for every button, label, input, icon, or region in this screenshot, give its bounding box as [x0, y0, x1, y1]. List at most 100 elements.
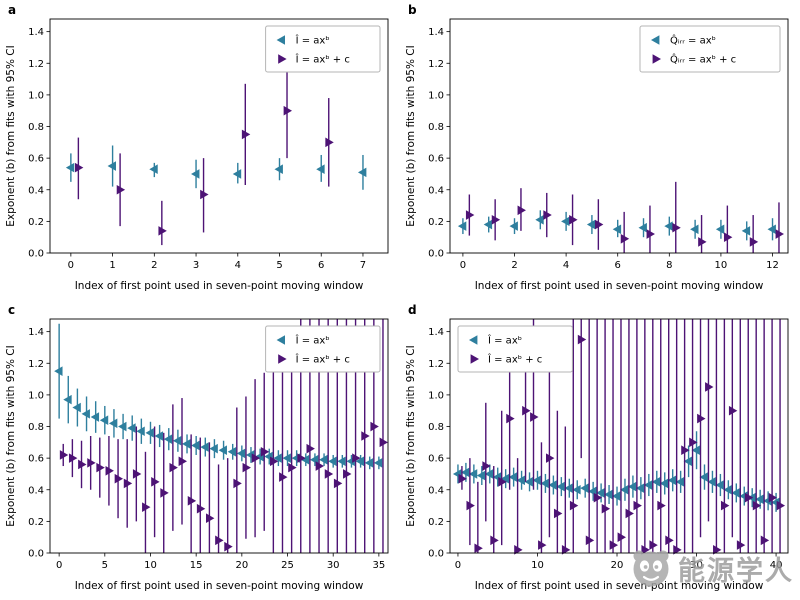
legend-box — [457, 325, 573, 373]
legend-box — [265, 325, 381, 373]
x-tick-label: 35 — [372, 560, 385, 571]
x-axis-label: Index of first point used in seven-point… — [75, 280, 364, 292]
legend-label: Î = axᵇ + c — [295, 53, 350, 66]
x-tick-label: 10 — [715, 260, 728, 271]
x-tick-label: 6 — [615, 260, 621, 271]
y-tick-label: 1.4 — [28, 327, 44, 338]
legend-label: Î = axᵇ — [295, 334, 330, 347]
x-tick-label: 5 — [276, 260, 282, 271]
legend-marker — [469, 335, 478, 345]
series-triangle-left — [54, 323, 383, 470]
y-tick-label: 0.8 — [428, 122, 444, 133]
x-tick-label: 0 — [68, 260, 74, 271]
legend-label: Î = axᵇ + c — [295, 353, 350, 366]
legend-marker — [278, 54, 287, 64]
watermark-text: 能源学人 — [678, 555, 794, 587]
y-tick-label: 0.2 — [428, 217, 444, 228]
y-tick-label: 1.4 — [428, 27, 444, 38]
x-tick-label: 0 — [56, 560, 62, 571]
legend-marker — [652, 54, 661, 64]
y-tick-label: 0.6 — [428, 454, 444, 465]
x-tick-label: 0 — [460, 260, 466, 271]
x-tick-label: 0 — [455, 560, 461, 571]
watermark-logo — [633, 550, 669, 587]
x-tick-label: 4 — [235, 260, 241, 271]
x-tick-label: 8 — [666, 260, 672, 271]
panel-c: 0 5 10 15 20 25 30 35 0.0 0.2 0.4 0.6 0.8 1.0 1.2 1.4 In… — [0, 300, 400, 600]
panel-letter: a — [8, 3, 16, 17]
legend-box — [265, 25, 381, 73]
x-tick-label: 40 — [770, 560, 783, 571]
legend-box — [639, 25, 781, 73]
chart-svg-d: 0 10 20 30 40 0.0 0.2 0.4 0.6 0.8 1.0 1.2 1.4 Index o… — [405, 303, 789, 592]
legend-label: Î = axᵇ + c — [487, 353, 542, 366]
panel-letter: b — [408, 3, 417, 17]
x-tick-label: 6 — [318, 260, 324, 271]
panel-letter: d — [408, 303, 417, 317]
y-tick-label: 0.2 — [428, 517, 444, 528]
y-tick-label: 1.0 — [28, 390, 44, 401]
x-tick-label: 4 — [563, 260, 569, 271]
y-axis-label: Exponent (b) from fits with 95% CI — [5, 345, 17, 526]
x-tick-label: 2 — [511, 260, 517, 271]
y-tick-label: 1.0 — [428, 90, 444, 101]
legend-marker — [651, 35, 660, 45]
y-tick-label: 1.2 — [428, 359, 444, 370]
legend-marker — [276, 35, 285, 45]
y-tick-label: 0.0 — [428, 249, 444, 260]
x-tick-label: 7 — [360, 260, 366, 271]
chart-svg-c: 0 5 10 15 20 25 30 35 0.0 0.2 0.4 0.6 0.8 1.0 1.2 1.4 In… — [5, 303, 389, 592]
x-tick-label: 3 — [193, 260, 199, 271]
x-axis-label: Index of first point used in seven-point… — [475, 580, 764, 592]
y-tick-label: 1.0 — [428, 390, 444, 401]
x-tick-label: 20 — [611, 560, 624, 571]
y-tick-label: 0.2 — [28, 517, 44, 528]
x-tick-label: 15 — [190, 560, 203, 571]
series-triangle-right — [465, 181, 784, 253]
x-tick-label: 10 — [531, 560, 544, 571]
y-tick-label: 0.6 — [28, 154, 44, 165]
y-tick-label: 0.4 — [28, 185, 44, 196]
x-tick-label: 5 — [102, 560, 108, 571]
x-axis-label: Index of first point used in seven-point… — [475, 280, 764, 292]
y-tick-label: 0.8 — [28, 422, 44, 433]
panel-letter: c — [8, 303, 15, 317]
chart-svg-a: 0 1 2 3 4 5 6 7 0.0 0.2 0.4 0.6 0.8 1.0 1.2 1.4 Index of… — [5, 3, 389, 292]
x-tick-label: 1 — [109, 260, 115, 271]
legend-label: Î = axᵇ — [295, 34, 330, 47]
y-tick-label: 0.6 — [28, 454, 44, 465]
series-triangle-right — [74, 63, 334, 246]
x-tick-label: 25 — [281, 560, 294, 571]
legend-label: Q̂ᵢᵣᵣ = axᵇ + c — [670, 53, 736, 66]
series-triangle-right — [59, 319, 388, 553]
y-tick-label: 0.6 — [428, 154, 444, 165]
x-tick-label: 2 — [151, 260, 157, 271]
x-tick-label: 20 — [235, 560, 248, 571]
y-tick-label: 0.4 — [428, 485, 444, 496]
legend-label: Q̂ᵢᵣᵣ = axᵇ — [670, 34, 716, 47]
y-tick-label: 0.8 — [428, 422, 444, 433]
y-tick-label: 0.0 — [28, 549, 44, 560]
legend-marker — [278, 354, 287, 364]
y-tick-label: 0.0 — [428, 549, 444, 560]
series-triangle-left — [65, 145, 367, 190]
y-axis-label: Exponent (b) from fits with 95% CI — [5, 45, 17, 226]
x-tick-label: 30 — [327, 560, 340, 571]
y-tick-label: 1.4 — [28, 27, 44, 38]
legend-label: Î = axᵇ — [487, 334, 522, 347]
y-tick-label: 0.0 — [28, 249, 44, 260]
panel-a: 0 1 2 3 4 5 6 7 0.0 0.2 0.4 0.6 0.8 1.0 1.2 1.4 Index of… — [0, 0, 400, 300]
y-tick-label: 0.4 — [28, 485, 44, 496]
chart-svg-b: 0 2 4 6 8 10 12 0.0 0.2 0.4 0.6 0.8 1.0 1.2 1.4 Index o… — [405, 3, 789, 292]
y-tick-label: 1.4 — [428, 327, 444, 338]
y-axis-label: Exponent (b) from fits with 95% CI — [405, 45, 417, 226]
legend-marker — [470, 354, 479, 364]
x-axis-label: Index of first point used in seven-point… — [75, 580, 364, 592]
x-tick-label: 30 — [690, 560, 703, 571]
series-triangle-left — [457, 210, 776, 241]
y-tick-label: 1.2 — [28, 59, 44, 70]
x-tick-label: 10 — [144, 560, 157, 571]
series-triangle-left — [452, 431, 780, 512]
